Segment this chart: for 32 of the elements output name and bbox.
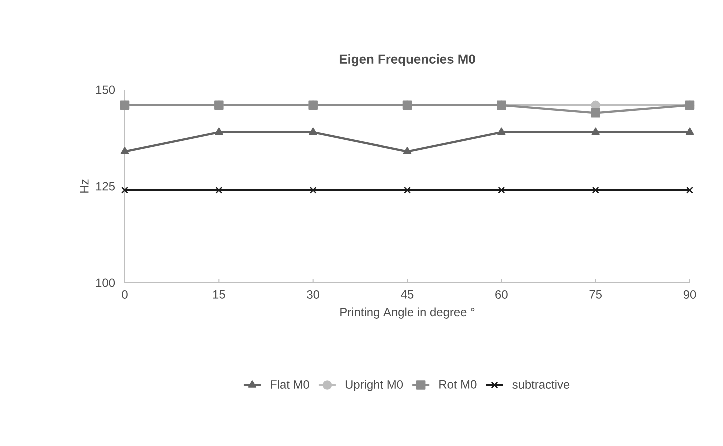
legend-label: Rot M0 (440, 380, 477, 389)
y-axis-title: Hz (80, 180, 89, 193)
point (686, 128, 694, 136)
point (309, 128, 318, 136)
x-tick-label: 0 (122, 290, 128, 299)
y-tick-label: 125 (96, 182, 115, 191)
point (122, 186, 128, 194)
x-tick-label: 30 (307, 290, 320, 299)
point (403, 147, 412, 154)
point (120, 147, 130, 154)
point (310, 186, 317, 194)
legend-label: Upright M0 (346, 380, 404, 392)
point (592, 128, 600, 136)
x-axis-title: Printing Angle in degree ° (340, 308, 475, 319)
x-tick-label: 15 (213, 290, 226, 299)
point (592, 186, 600, 194)
x-tick-label: 45 (401, 290, 414, 299)
point (404, 186, 411, 194)
y-tick-label: 150 (96, 86, 116, 94)
legend-label: Flat M0 (271, 380, 310, 389)
point (498, 128, 506, 136)
x-tick-label: 75 (590, 290, 602, 299)
x-tick-label: 60 (496, 290, 508, 299)
y-tick-label: 100 (96, 278, 116, 288)
point (215, 128, 224, 136)
point (591, 108, 600, 118)
point (686, 186, 694, 194)
point (498, 186, 506, 194)
chart-title: Eigen Frequencies M0 (340, 54, 476, 67)
point (216, 186, 223, 194)
legend-label: subtractive (512, 380, 570, 389)
x-tick-label: 90 (684, 290, 696, 299)
